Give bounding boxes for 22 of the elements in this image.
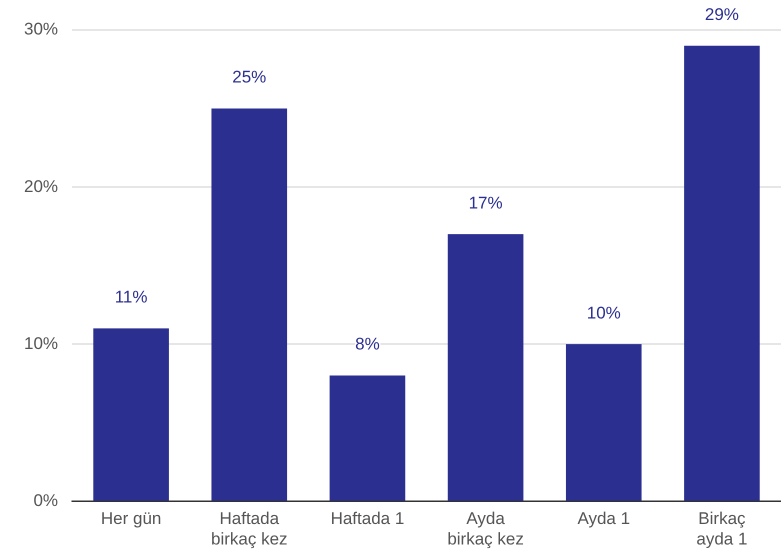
data-label: 8% — [355, 334, 380, 354]
bar — [448, 234, 524, 501]
data-label: 11% — [114, 288, 148, 307]
y-tick-label: 0% — [33, 490, 58, 510]
bar — [330, 376, 406, 501]
bar — [566, 344, 642, 501]
x-tick-label: Haftada 1 — [330, 509, 404, 528]
x-tick-label: Birkaç ayda 1 — [696, 509, 748, 548]
bar — [211, 108, 288, 501]
data-label: 25% — [232, 68, 266, 87]
x-tick-label: Ayda birkaç kez — [447, 509, 524, 548]
x-tick-label: Her gün — [100, 509, 162, 528]
y-tick-label: 10% — [24, 334, 58, 353]
bar — [684, 46, 760, 501]
data-label: 17% — [468, 193, 503, 212]
y-tick-label: 30% — [24, 20, 58, 39]
data-label: 10% — [586, 303, 621, 322]
x-tick-label: Haftada birkaç kez — [211, 509, 288, 548]
x-tick-label: Ayda 1 — [577, 509, 630, 528]
data-label: 29% — [704, 4, 739, 24]
y-tick-label: 20% — [24, 176, 58, 196]
bar — [93, 328, 169, 501]
